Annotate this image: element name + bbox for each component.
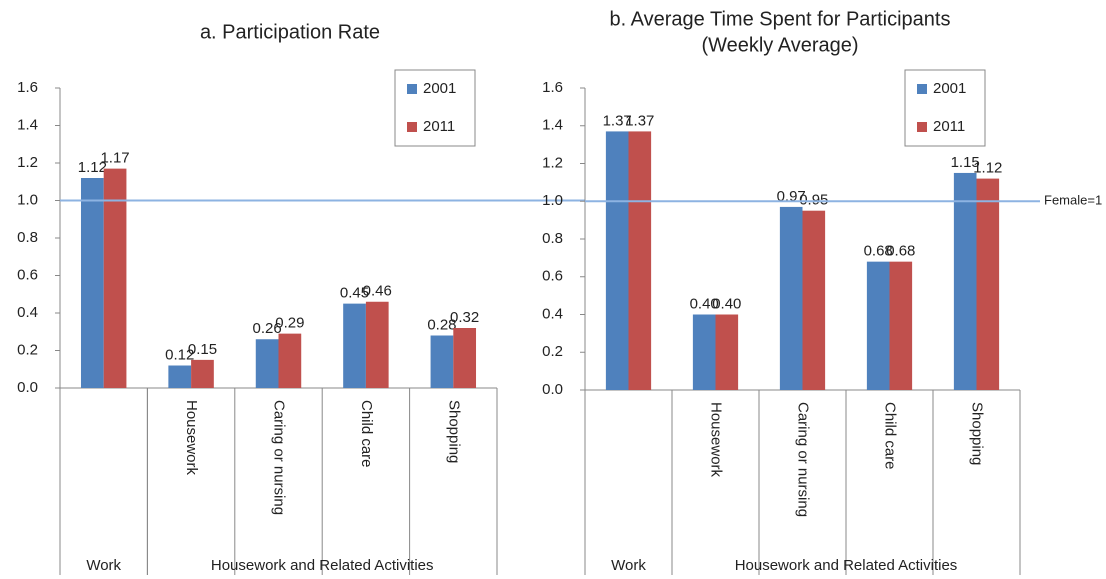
data-label: 0.12 [165,346,194,363]
group-label: Work [86,557,121,574]
bar [430,335,454,388]
data-label: 0.28 [427,316,456,333]
y-tick-label: 1.6 [542,79,563,96]
x-tick-label: Caring or nursing [271,400,288,515]
data-label: 1.37 [625,112,654,129]
bar [103,168,127,388]
data-label: 0.68 [864,243,893,260]
legend-swatch [407,84,417,94]
y-tick-label: 0.0 [17,379,38,396]
y-tick-label: 1.2 [542,154,563,171]
data-label: 0.15 [188,341,217,358]
bar [168,365,192,388]
legend-swatch [917,122,927,132]
y-tick-label: 0.4 [17,304,38,321]
bar [365,301,389,388]
bar [692,314,716,390]
y-tick-label: 1.6 [17,79,38,96]
y-tick-label: 0.8 [17,229,38,246]
y-tick-label: 1.0 [17,191,38,208]
chart-title: b. Average Time Spent for Participants [610,8,951,30]
bar [976,178,1000,390]
y-tick-label: 0.0 [542,381,563,398]
legend-swatch [917,84,927,94]
chart-title: a. Participation Rate [200,21,380,43]
y-tick-label: 0.4 [542,305,563,322]
data-label: 0.32 [450,309,479,326]
y-tick-label: 1.0 [542,192,563,209]
data-label: 0.95 [799,192,828,209]
x-tick-label: Child care [358,400,375,468]
legend-swatch [407,122,417,132]
group-label: Work [611,557,646,574]
bar [255,339,279,388]
y-tick-label: 0.6 [17,266,38,283]
legend-box [904,69,986,147]
legend-label: 2011 [933,118,965,135]
data-label: 0.68 [886,243,915,260]
y-tick-label: 0.2 [542,343,563,360]
data-label: 0.46 [363,283,392,300]
y-tick-label: 0.6 [542,268,563,285]
x-tick-label: Caring or nursing [795,402,812,517]
legend-label: 2001 [933,80,966,97]
data-label: 0.40 [690,295,719,312]
bar [802,210,826,390]
y-tick-label: 1.4 [542,117,563,134]
x-tick-label: Shopping [969,402,986,465]
legend-box [394,69,476,147]
data-label: 0.29 [275,315,304,332]
reference-label: Female=1 [1044,193,1102,208]
legend-label: 2011 [423,118,455,135]
data-label: 1.15 [951,154,980,171]
y-tick-label: 0.8 [542,230,563,247]
data-label: 1.12 [78,159,107,176]
bar [605,131,629,390]
y-tick-label: 1.2 [17,154,38,171]
x-tick-label: Child care [882,402,899,470]
bar [628,131,652,390]
bar [866,261,890,390]
data-label: 0.26 [253,320,282,337]
bar [889,261,913,390]
x-tick-label: Housework [708,402,725,478]
y-tick-label: 1.4 [17,116,38,133]
data-label: 0.45 [340,285,369,302]
bar [80,178,104,388]
bar [453,328,477,388]
group-label: Housework and Related Activities [735,557,958,574]
legend-label: 2001 [423,80,456,97]
chart-subtitle: (Weekly Average) [701,34,858,56]
data-label: 1.17 [100,150,129,167]
group-label: Housework and Related Activities [211,557,434,574]
x-tick-label: Shopping [445,400,462,463]
data-label: 0.40 [712,295,741,312]
bar [278,333,302,388]
data-label: 1.12 [973,160,1002,177]
y-tick-label: 0.2 [17,341,38,358]
bar [779,206,803,390]
data-label: 1.37 [603,112,632,129]
bar [715,314,739,390]
bar [343,303,366,388]
bar [191,359,214,388]
x-tick-label: Housework [183,400,200,476]
bar [953,172,977,390]
